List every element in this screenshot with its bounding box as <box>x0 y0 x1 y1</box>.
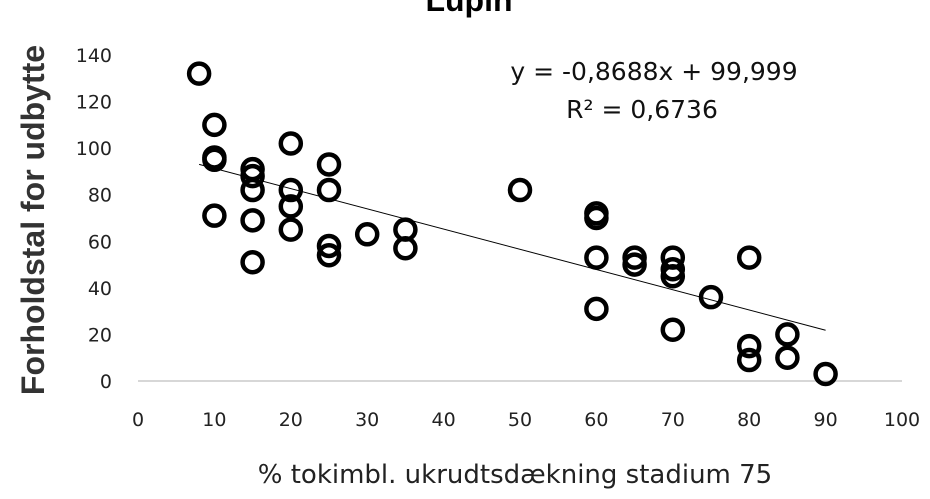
x-tick-labels: 0 10 20 30 40 50 60 70 80 90 100 <box>132 409 920 431</box>
y-tick-label: 60 <box>88 231 112 253</box>
data-point <box>202 147 227 173</box>
data-point <box>354 222 380 247</box>
data-point <box>316 243 342 268</box>
y-tick-labels: 0 20 40 60 80 100 120 140 <box>76 45 112 393</box>
data-point <box>202 112 227 138</box>
x-tick-label: 10 <box>202 409 226 431</box>
x-tick-label: 90 <box>814 409 838 431</box>
x-tick-label: 80 <box>737 409 761 431</box>
x-tick-label: 60 <box>584 409 608 431</box>
x-tick-label: 30 <box>355 409 379 431</box>
x-tick-label: 70 <box>661 409 685 431</box>
y-tick-label: 80 <box>88 185 112 207</box>
y-tick-label: 0 <box>100 371 112 393</box>
trendline <box>198 163 826 331</box>
data-point <box>775 322 800 347</box>
data-points <box>186 61 838 387</box>
data-point <box>660 263 686 289</box>
y-tick-label: 20 <box>88 324 112 346</box>
y-tick-label: 120 <box>76 92 112 114</box>
data-point <box>736 333 762 359</box>
data-point <box>622 252 647 277</box>
x-tick-label: 50 <box>508 409 532 431</box>
y-tick-label: 100 <box>76 138 112 160</box>
data-point <box>240 177 265 203</box>
data-point <box>736 245 762 270</box>
x-tick-label: 40 <box>432 409 456 431</box>
y-axis-label: Forholdstal for udbytte <box>15 45 51 395</box>
data-point <box>775 345 800 370</box>
data-point <box>240 208 265 233</box>
chart-title: Lupin <box>425 0 512 18</box>
data-point <box>813 361 838 387</box>
data-point <box>316 233 342 259</box>
data-point <box>278 217 304 242</box>
data-point <box>584 245 609 270</box>
data-point <box>278 131 304 156</box>
data-point <box>316 152 342 177</box>
y-tick-label: 140 <box>76 45 112 67</box>
data-point <box>278 177 304 203</box>
data-point <box>240 249 265 275</box>
data-point <box>240 163 265 189</box>
data-point <box>507 177 533 203</box>
data-point <box>584 205 609 231</box>
data-point <box>736 347 762 373</box>
data-point <box>393 236 418 261</box>
data-point <box>186 61 212 86</box>
trendline-equation: y = -0,8688x + 99,999 <box>510 57 797 86</box>
x-tick-label: 0 <box>132 409 144 431</box>
data-point <box>278 194 304 219</box>
x-axis-label: % tokimbl. ukrudtsdækning stadium 75 <box>258 460 772 490</box>
data-point <box>698 284 724 310</box>
y-tick-label: 40 <box>88 278 112 300</box>
data-point <box>660 317 686 343</box>
x-tick-label: 20 <box>279 409 303 431</box>
data-point <box>316 177 342 203</box>
r-squared-label: R² = 0,6736 <box>566 95 718 124</box>
x-tick-label: 100 <box>884 409 920 431</box>
data-point <box>202 203 227 228</box>
data-point <box>584 296 609 322</box>
